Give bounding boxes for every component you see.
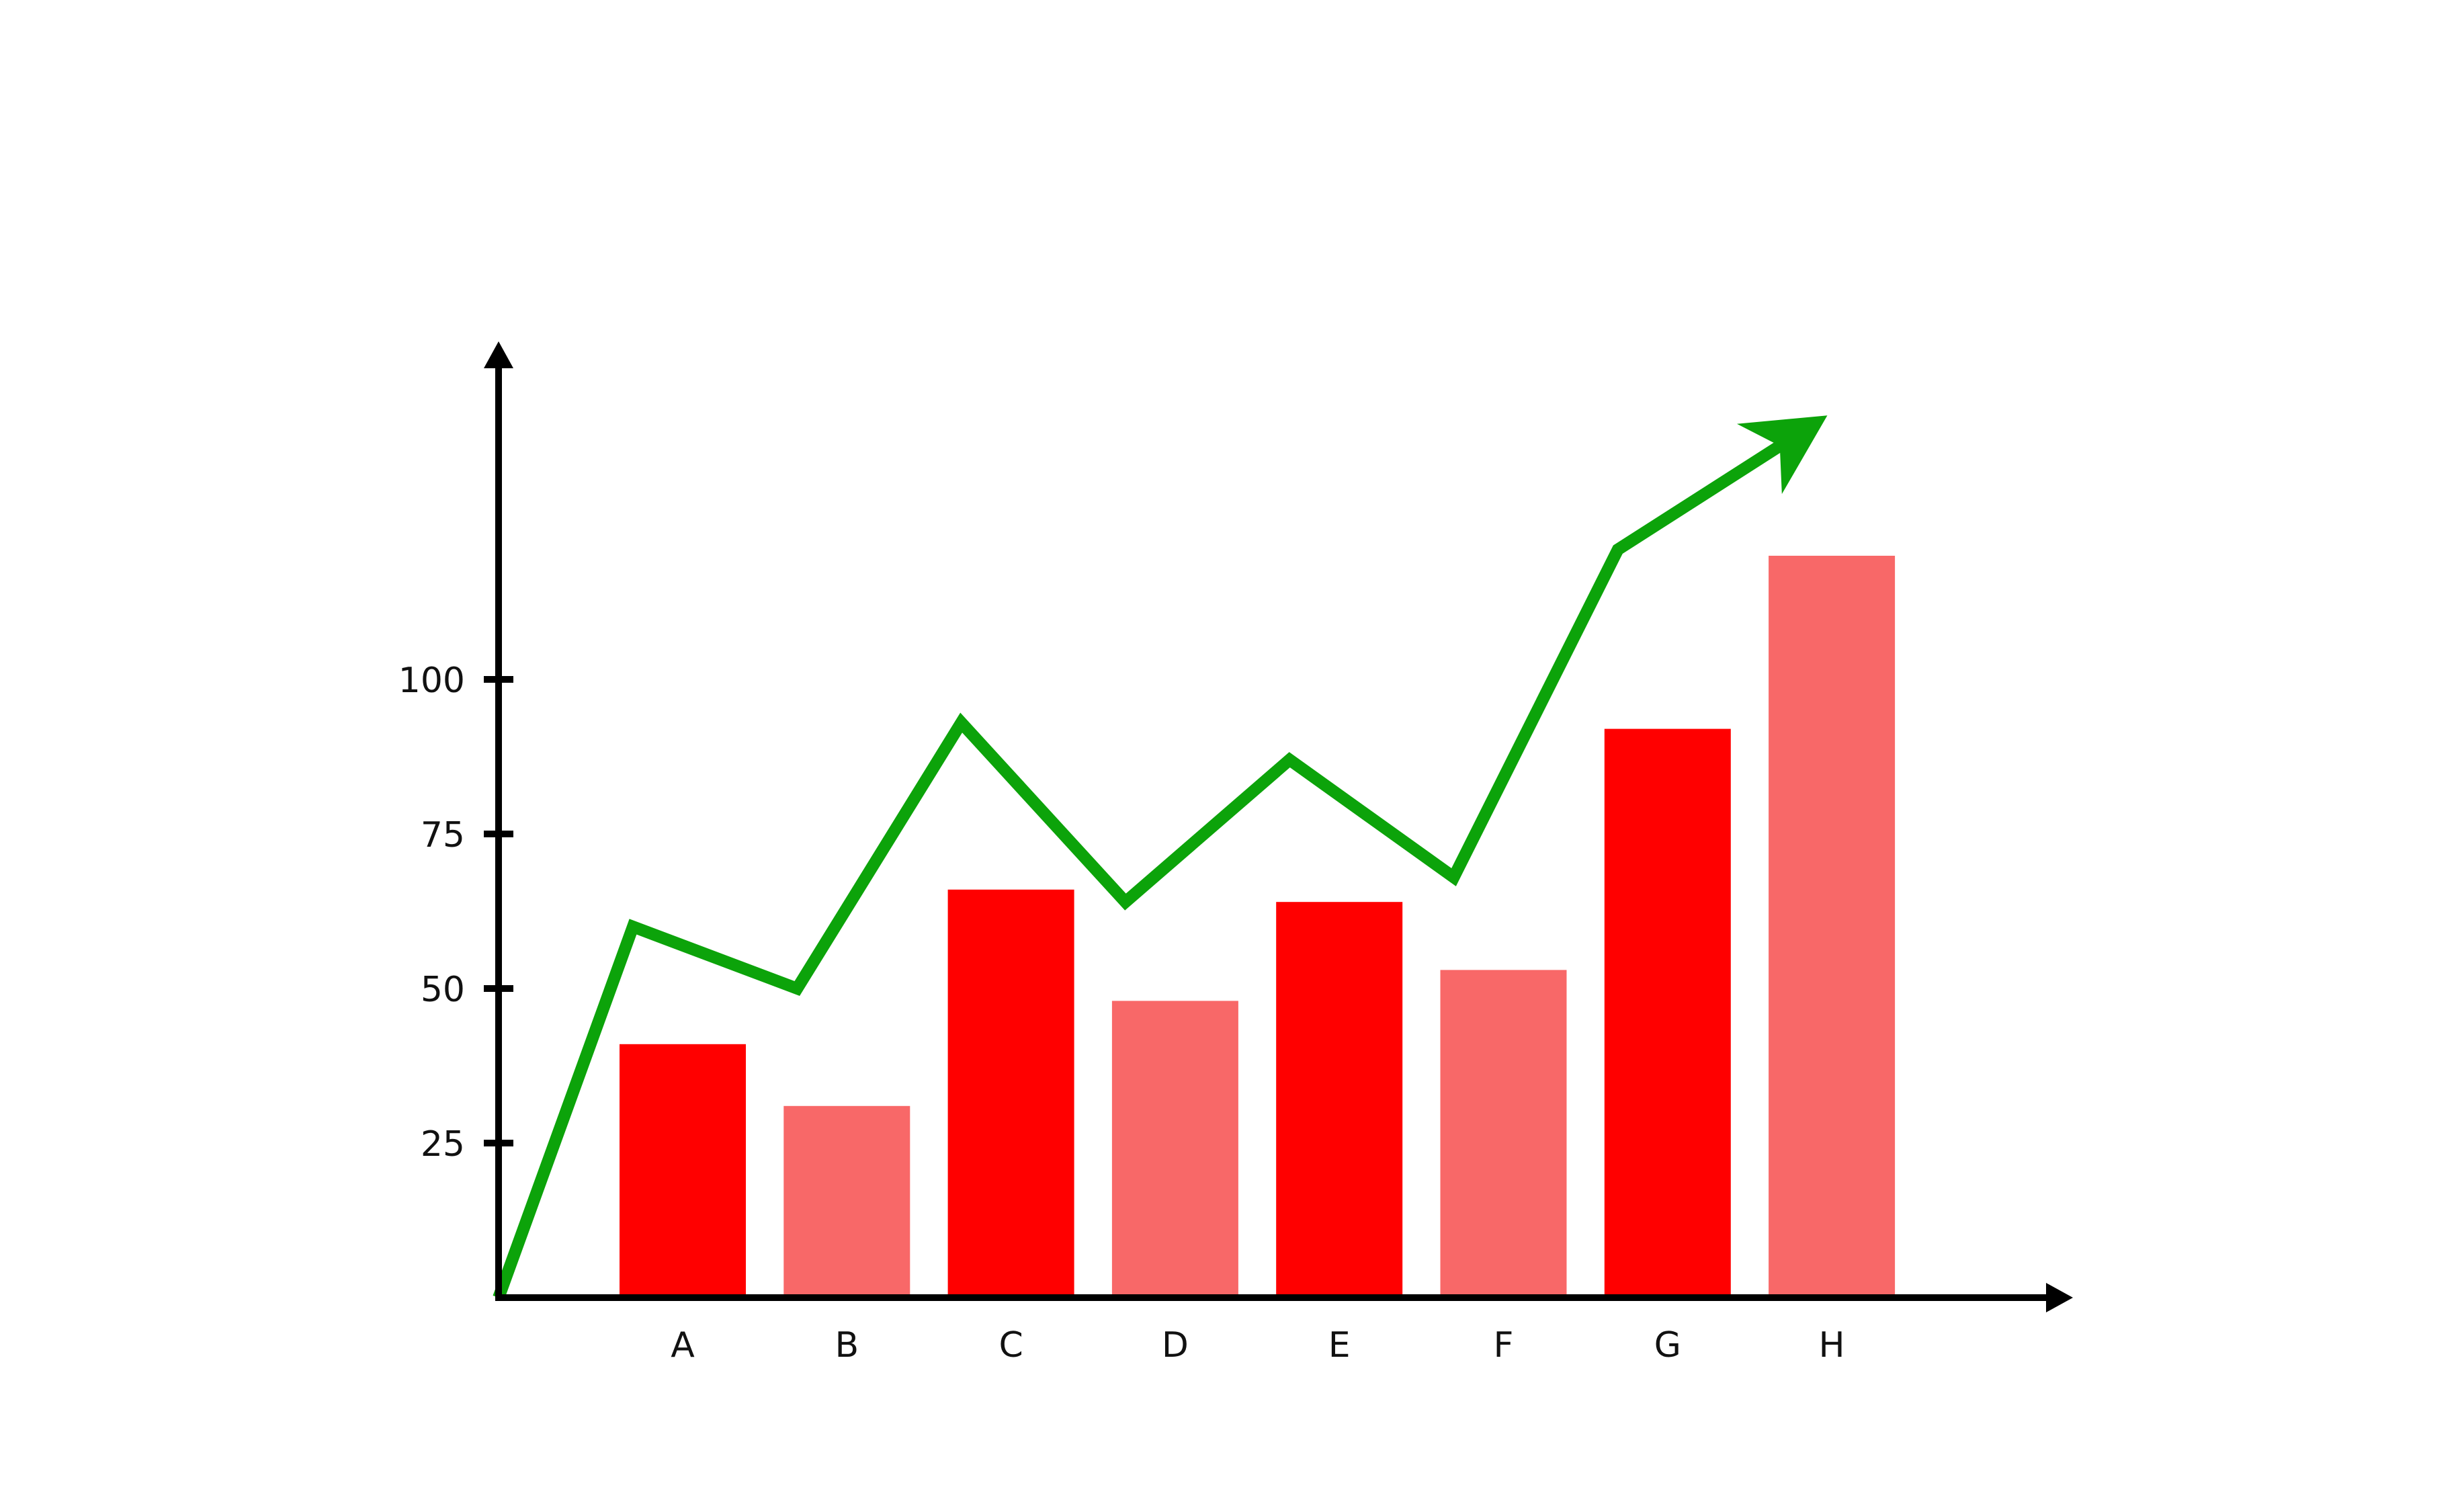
bar-D [1111,1001,1238,1298]
y-tick-label: 25 [421,1124,465,1165]
y-tick-label: 75 [421,815,465,855]
y-tick-label: 50 [421,970,465,1010]
y-tick-label: 100 [398,661,465,701]
labels-layer: 25 50 75 100 A B C D E F G H [398,661,1845,1366]
trend-arrow-head [1736,415,1828,495]
bar-H [1769,556,1896,1298]
bar-F [1440,970,1567,1298]
x-axis-arrow [2046,1283,2073,1312]
bar-E [1276,902,1403,1298]
x-tick-label: F [1494,1325,1514,1366]
y-axis-arrow [484,341,513,368]
bar-B [783,1105,910,1298]
x-tick-label: E [1328,1325,1351,1366]
axes-layer [484,341,2073,1312]
trend-line-layer [493,415,1828,1300]
bars-layer [620,556,1896,1298]
x-tick-label: D [1162,1325,1189,1366]
x-tick-label: A [671,1325,695,1366]
bar-A [620,1044,746,1298]
x-tick-label: H [1819,1325,1845,1366]
bar-G [1604,728,1731,1298]
x-tick-label: C [999,1325,1023,1366]
x-tick-label: B [835,1325,859,1366]
trend-line [493,439,1785,1300]
bar-C [947,889,1074,1298]
x-tick-label: G [1654,1325,1681,1366]
